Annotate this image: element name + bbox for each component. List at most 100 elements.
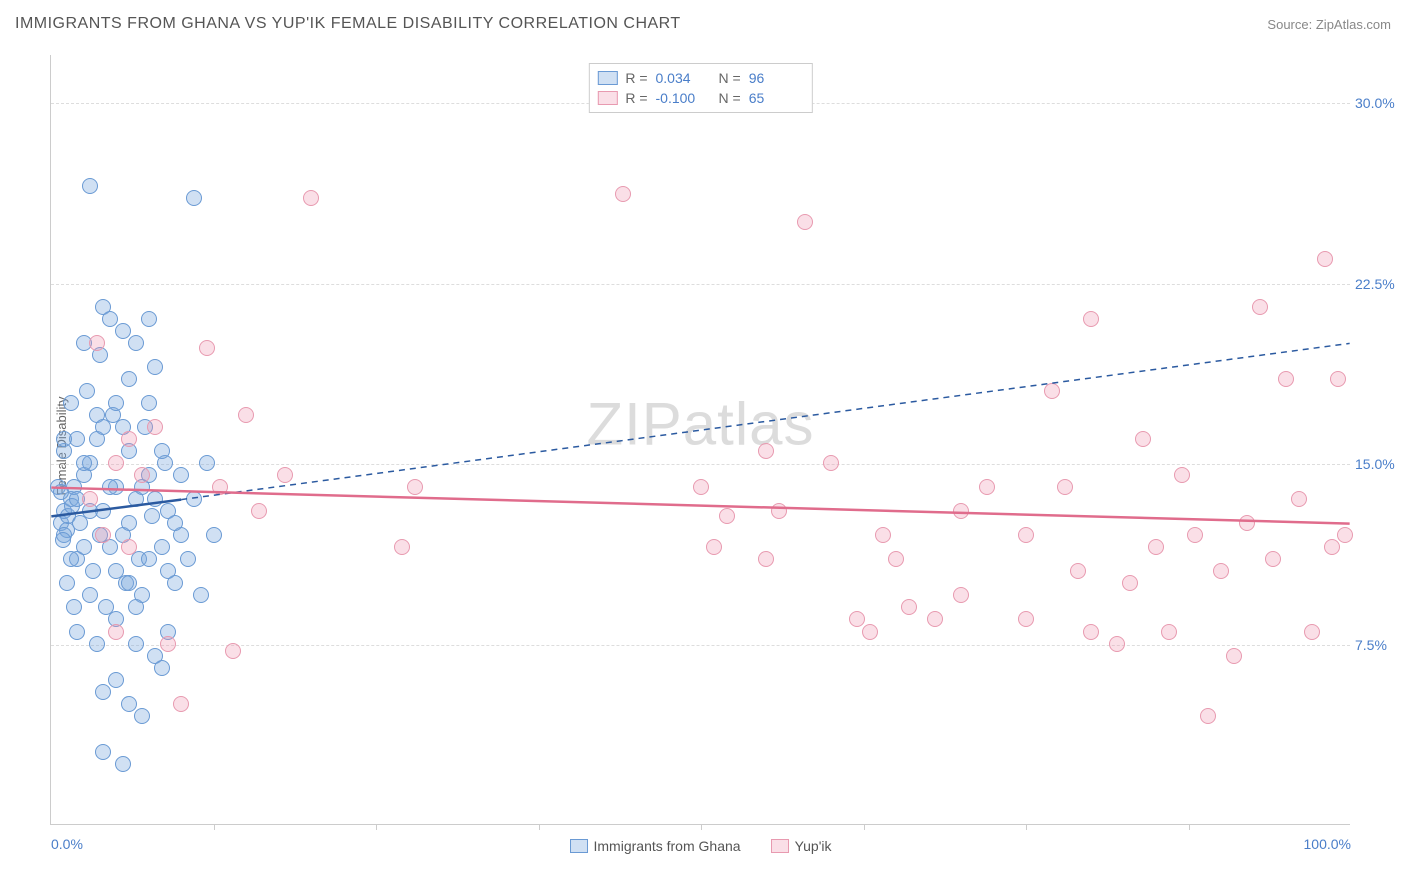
scatter-point-yupik [1304,624,1320,640]
scatter-point-yupik [1252,299,1268,315]
legend-label-ghana: Immigrants from Ghana [594,838,741,854]
scatter-point-yupik [212,479,228,495]
chart-title: IMMIGRANTS FROM GHANA VS YUP'IK FEMALE D… [15,15,681,33]
scatter-point-yupik [979,479,995,495]
legend-swatch-yupik [597,91,617,105]
scatter-point-yupik [1213,563,1229,579]
scatter-point-yupik [1122,575,1138,591]
scatter-point-yupik [888,551,904,567]
scatter-point-yupik [1148,539,1164,555]
scatter-point-yupik [1291,491,1307,507]
scatter-point-ghana [160,563,176,579]
scatter-point-ghana [69,624,85,640]
scatter-point-ghana [147,491,163,507]
scatter-point-ghana [56,431,72,447]
scatter-point-yupik [1330,371,1346,387]
scatter-point-ghana [108,672,124,688]
scatter-point-yupik [1239,515,1255,531]
trend-lines [51,55,1350,824]
scatter-point-ghana [128,636,144,652]
scatter-point-ghana [141,395,157,411]
scatter-point-yupik [108,455,124,471]
series-legend: Immigrants from Ghana Yup'ik [570,838,832,854]
scatter-point-ghana [55,532,71,548]
x-tick-label: 100.0% [1304,836,1351,852]
scatter-point-yupik [1200,708,1216,724]
source-name: ZipAtlas.com [1316,17,1391,32]
scatter-point-yupik [1187,527,1203,543]
n-label: N = [719,70,741,86]
scatter-point-yupik [89,335,105,351]
scatter-point-ghana [147,359,163,375]
scatter-point-ghana [180,551,196,567]
scatter-point-yupik [1278,371,1294,387]
scatter-point-ghana [89,636,105,652]
scatter-point-yupik [706,539,722,555]
scatter-point-ghana [193,587,209,603]
scatter-point-ghana [121,575,137,591]
scatter-point-yupik [823,455,839,471]
scatter-point-yupik [758,443,774,459]
scatter-point-yupik [147,419,163,435]
legend-label-yupik: Yup'ik [795,838,832,854]
scatter-point-ghana [173,467,189,483]
legend-swatch-yupik-2 [771,839,789,853]
scatter-point-ghana [121,696,137,712]
x-tick-mark [864,824,865,830]
x-tick-mark [1189,824,1190,830]
watermark-light: atlas [683,391,815,458]
scatter-point-yupik [225,643,241,659]
scatter-point-yupik [394,539,410,555]
x-tick-mark [539,824,540,830]
scatter-point-ghana [134,708,150,724]
scatter-point-yupik [1226,648,1242,664]
scatter-point-yupik [1018,527,1034,543]
scatter-point-yupik [901,599,917,615]
scatter-point-ghana [186,491,202,507]
scatter-point-yupik [1018,611,1034,627]
scatter-point-ghana [59,575,75,591]
scatter-point-yupik [238,407,254,423]
scatter-point-ghana [108,395,124,411]
scatter-point-ghana [66,599,82,615]
r-value-yupik: -0.100 [656,90,711,106]
scatter-point-yupik [615,186,631,202]
scatter-point-ghana [95,744,111,760]
scatter-point-ghana [102,479,118,495]
scatter-point-yupik [1083,311,1099,327]
scatter-point-ghana [95,684,111,700]
scatter-point-yupik [1109,636,1125,652]
x-tick-mark [701,824,702,830]
watermark-bold: ZIP [586,391,682,458]
x-tick-label: 0.0% [51,836,83,852]
legend-swatch-ghana-2 [570,839,588,853]
scatter-point-yupik [121,539,137,555]
scatter-point-ghana [186,190,202,206]
legend-row-ghana: R = 0.034 N = 96 [597,68,803,88]
chart-header: IMMIGRANTS FROM GHANA VS YUP'IK FEMALE D… [15,15,1391,33]
scatter-point-ghana [115,323,131,339]
scatter-point-yupik [1070,563,1086,579]
scatter-point-yupik [95,527,111,543]
legend-item-ghana: Immigrants from Ghana [570,838,741,854]
gridline-h [51,464,1350,465]
scatter-point-yupik [199,340,215,356]
x-tick-mark [1026,824,1027,830]
watermark: ZIPatlas [586,390,814,459]
scatter-point-ghana [53,484,69,500]
r-label: R = [625,70,647,86]
x-tick-mark [376,824,377,830]
y-tick-label: 30.0% [1355,95,1405,111]
gridline-h [51,645,1350,646]
scatter-point-yupik [303,190,319,206]
scatter-point-ghana [102,311,118,327]
scatter-point-yupik [160,636,176,652]
scatter-point-yupik [693,479,709,495]
scatter-point-yupik [1083,624,1099,640]
scatter-point-ghana [199,455,215,471]
r-value-ghana: 0.034 [656,70,711,86]
scatter-point-yupik [875,527,891,543]
scatter-point-ghana [63,551,79,567]
scatter-point-ghana [128,599,144,615]
r-label: R = [625,90,647,106]
